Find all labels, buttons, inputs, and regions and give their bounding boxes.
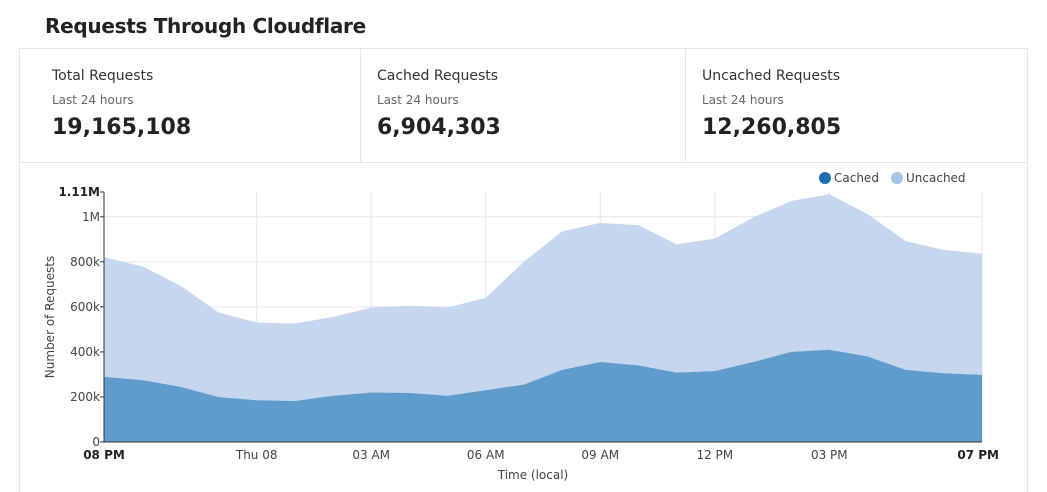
y-axis-title: Number of Requests bbox=[43, 256, 57, 378]
legend-cached-label: Cached bbox=[834, 171, 879, 185]
stat-divider bbox=[360, 49, 361, 162]
y-tick-label: 800k bbox=[70, 255, 100, 269]
stat-uncached-requests: Uncached Requests Last 24 hours 12,260,8… bbox=[702, 49, 1002, 162]
divider bbox=[19, 162, 1028, 163]
stat-value: 19,165,108 bbox=[52, 115, 192, 140]
stat-label: Cached Requests bbox=[377, 68, 499, 84]
x-tick-label: 03 PM bbox=[811, 448, 848, 462]
divider bbox=[19, 48, 1028, 49]
y-tick-label: 0 bbox=[92, 435, 100, 449]
y-tick-label: 400k bbox=[70, 345, 100, 359]
stat-total-requests: Total Requests Last 24 hours 19,165,108 bbox=[52, 49, 352, 162]
stat-period: Last 24 hours bbox=[702, 93, 784, 107]
y-tick-label: 1M bbox=[82, 210, 100, 224]
stat-period: Last 24 hours bbox=[52, 93, 134, 107]
legend-uncached-swatch bbox=[891, 172, 903, 184]
x-tick-label: 03 AM bbox=[352, 448, 390, 462]
requests-chart: 0 200k 400k 600k 800k 1M 1.11M 08 PM Thu 08 03 AM… bbox=[43, 171, 999, 482]
cached-area[interactable] bbox=[104, 349, 982, 442]
page-title: Requests Through Cloudflare bbox=[45, 14, 366, 38]
y-tick-label: 1.11M bbox=[58, 185, 100, 199]
panel-border-left bbox=[19, 48, 20, 492]
y-tick-label: 200k bbox=[70, 390, 100, 404]
x-tick-label: 12 PM bbox=[696, 448, 733, 462]
legend-cached-swatch bbox=[819, 172, 831, 184]
x-axis-title: Time (local) bbox=[497, 468, 569, 482]
stat-cached-requests: Cached Requests Last 24 hours 6,904,303 bbox=[377, 49, 677, 162]
x-tick-label: 07 PM bbox=[957, 448, 999, 462]
stat-period: Last 24 hours bbox=[377, 93, 459, 107]
legend-uncached-label: Uncached bbox=[906, 171, 966, 185]
x-tick-label: 09 AM bbox=[581, 448, 619, 462]
y-tick-label: 600k bbox=[70, 300, 100, 314]
uncached-area[interactable] bbox=[104, 194, 982, 401]
panel-border-right bbox=[1027, 48, 1028, 492]
stat-label: Uncached Requests bbox=[702, 68, 841, 84]
x-tick-label: 06 AM bbox=[467, 448, 505, 462]
x-tick-label: Thu 08 bbox=[235, 448, 278, 462]
stat-value: 12,260,805 bbox=[702, 115, 842, 140]
stat-divider bbox=[685, 49, 686, 162]
x-tick-label: 08 PM bbox=[83, 448, 125, 462]
stat-label: Total Requests bbox=[52, 68, 154, 84]
stat-value: 6,904,303 bbox=[377, 115, 501, 140]
